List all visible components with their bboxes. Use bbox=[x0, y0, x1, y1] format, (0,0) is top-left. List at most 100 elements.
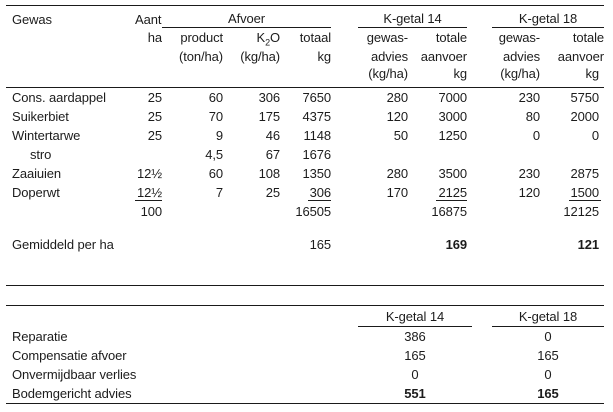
cell-k18-advies: 0 bbox=[532, 128, 541, 143]
header-gap bbox=[472, 306, 492, 327]
cell-totaal: 306 bbox=[280, 183, 331, 202]
cell-k2o: 108 bbox=[258, 166, 280, 181]
row-label: Wintertarwe bbox=[12, 128, 81, 143]
sum-underline: 2125 bbox=[436, 184, 468, 201]
col-header-k18-advies-unit: (kg/ha) bbox=[492, 66, 541, 88]
row-label: Doperwt bbox=[12, 185, 60, 200]
table-row-totals: 100 16505 16875 12125 bbox=[6, 202, 604, 221]
header-subrow-3: (kg/ha) kg (kg/ha) kg bbox=[6, 66, 605, 88]
summary-header-row: K-getal 14 K-getal 18 bbox=[6, 305, 604, 327]
table-row-gemiddeld-per-ha: Gemiddeld per ha 165 169 121 bbox=[6, 235, 604, 254]
cell-k18-aanvoer: 2875 bbox=[570, 166, 600, 181]
cell-ha bbox=[135, 145, 162, 164]
cell-k14-aanvoer: 7000 bbox=[438, 90, 468, 105]
cell-ha: 12½ bbox=[135, 183, 162, 202]
cell-ha-total: 100 bbox=[140, 204, 162, 219]
cell-totaal-avg: 165 bbox=[309, 237, 331, 252]
header-subrow-1: ha product K2O totaal gewas- totale gewa… bbox=[6, 28, 605, 47]
cell-k14-advies: 280 bbox=[386, 90, 408, 105]
table-row-onvermijdbaar-verlies: Onvermijdbaar verlies 0 0 bbox=[6, 365, 604, 384]
cell-k18-aanvoer: 5750 bbox=[570, 90, 600, 105]
row-label: Cons. aardappel bbox=[12, 90, 106, 105]
header-group-row: Gewas Aantal Afvoer K-getal 14 K-getal 1… bbox=[6, 5, 605, 28]
k-advice-summary-table: K-getal 14 K-getal 18 Reparatie 386 0 Co… bbox=[6, 305, 604, 404]
col-header-product-unit: (ton/ha) bbox=[178, 49, 223, 64]
cell-k18: 0 bbox=[544, 329, 552, 344]
cell-k14: 0 bbox=[411, 367, 419, 382]
row-label: Zaaiuien bbox=[12, 166, 62, 181]
cell-k18: 165 bbox=[537, 386, 559, 401]
summary-header-k-getal-14: K-getal 14 bbox=[358, 305, 472, 327]
group-header-k-getal-18: K-getal 18 bbox=[492, 5, 605, 28]
header-gap bbox=[467, 6, 492, 28]
cell-k14-advies: 280 bbox=[386, 166, 408, 181]
col-header-product: product bbox=[180, 30, 223, 45]
cell-totaal: 1148 bbox=[303, 128, 331, 143]
col-header-k14-aanvoer-2: aanvoer bbox=[420, 49, 468, 64]
cell-k18-aanvoer bbox=[540, 145, 604, 164]
col-header-k14-advies-2: advies bbox=[371, 49, 408, 64]
row-label: Gemiddeld per ha bbox=[12, 237, 114, 252]
cell-k14-aanvoer: 1250 bbox=[438, 128, 468, 143]
table-row-zaaiuien: Zaaiuien 12½ 60 108 1350 280 3500 230 28… bbox=[6, 164, 604, 183]
col-header-k18-aanvoer-unit: kg bbox=[540, 66, 605, 88]
cell-k18-advies: 230 bbox=[518, 90, 541, 105]
k-advice-crop-table: Gewas Aantal Afvoer K-getal 14 K-getal 1… bbox=[6, 5, 605, 286]
col-header-k2o-unit: (kg/ha) bbox=[240, 49, 280, 64]
spacer-row bbox=[6, 254, 604, 286]
cell-totaal-total: 16505 bbox=[295, 204, 331, 219]
sum-underline: 12½ bbox=[135, 185, 162, 201]
col-header-k18-aanvoer: totale bbox=[572, 30, 605, 45]
cell-k14-aanvoer: 2125 bbox=[408, 183, 468, 202]
cell-product: 4,5 bbox=[205, 147, 223, 162]
header-gap bbox=[331, 6, 358, 28]
spacer-row bbox=[6, 221, 604, 235]
col-header-aantal: Aantal bbox=[135, 11, 162, 27]
sum-underline: 1500 bbox=[568, 184, 602, 201]
cell-product: 60 bbox=[208, 166, 223, 181]
header-subrow-2: (ton/ha) (kg/ha) kg advies aanvoer advie… bbox=[6, 47, 604, 66]
cell-k18-advies: 230 bbox=[518, 166, 541, 181]
col-header-k18-advies: gewas- bbox=[498, 30, 541, 45]
cell-k2o: 46 bbox=[265, 128, 280, 143]
cell-k14-advies: 120 bbox=[386, 109, 408, 124]
table-row-wintertarwe: Wintertarwe 25 9 46 1148 50 1250 0 0 bbox=[6, 126, 604, 145]
col-header-k14-advies-unit: (kg/ha) bbox=[358, 66, 408, 88]
cell-k18-aanvoer: 1500 bbox=[540, 183, 604, 202]
cell-k2o: 25 bbox=[265, 185, 280, 200]
cell-k18-aanvoer: 2000 bbox=[570, 109, 600, 124]
cell-ha: 25 bbox=[147, 90, 162, 105]
row-label: Onvermijdbaar verlies bbox=[12, 367, 137, 382]
cell-k18-aanvoer: 0 bbox=[591, 128, 600, 143]
table-row-suikerbiet: Suikerbiet 25 70 175 4375 120 3000 80 20… bbox=[6, 107, 604, 126]
cell-k18-advies bbox=[492, 145, 540, 164]
col-header-k2o: K2O bbox=[256, 30, 281, 47]
summary-header-k-getal-18: K-getal 18 bbox=[492, 305, 604, 327]
cell-k18: 0 bbox=[544, 367, 552, 382]
cell-k14-aanvoer bbox=[408, 145, 467, 164]
table-row-doperwt: Doperwt 12½ 7 25 306 170 2125 120 1500 bbox=[6, 183, 604, 202]
cell-k18-aanvoer-total: 12125 bbox=[563, 204, 600, 219]
cell-product: 60 bbox=[208, 90, 223, 105]
cell-k14-aanvoer-total: 16875 bbox=[431, 204, 468, 219]
cell-k14-aanvoer: 3500 bbox=[438, 166, 468, 181]
cell-product: 9 bbox=[215, 128, 223, 143]
cell-totaal: 7650 bbox=[302, 90, 331, 105]
col-header-k14-aanvoer-unit: kg bbox=[408, 66, 468, 88]
col-header-k18-advies-2: advies bbox=[503, 49, 541, 64]
cell-ha: 12½ bbox=[136, 166, 162, 181]
table-row-reparatie: Reparatie 386 0 bbox=[6, 327, 604, 347]
col-header-k14-advies: gewas- bbox=[366, 30, 408, 45]
cell-totaal: 4375 bbox=[302, 109, 331, 124]
cell-k14: 551 bbox=[404, 386, 426, 401]
col-header-ha: ha bbox=[147, 29, 162, 45]
cell-k14: 386 bbox=[404, 329, 426, 344]
sum-underline: 306 bbox=[307, 184, 331, 201]
col-header-totaal-unit: kg bbox=[317, 49, 331, 64]
cell-k18-avg: 121 bbox=[577, 237, 600, 252]
row-label: Reparatie bbox=[12, 328, 68, 344]
cell-k18-advies: 120 bbox=[518, 185, 541, 200]
cell-k14: 165 bbox=[404, 348, 426, 363]
cell-product: 7 bbox=[215, 185, 223, 200]
